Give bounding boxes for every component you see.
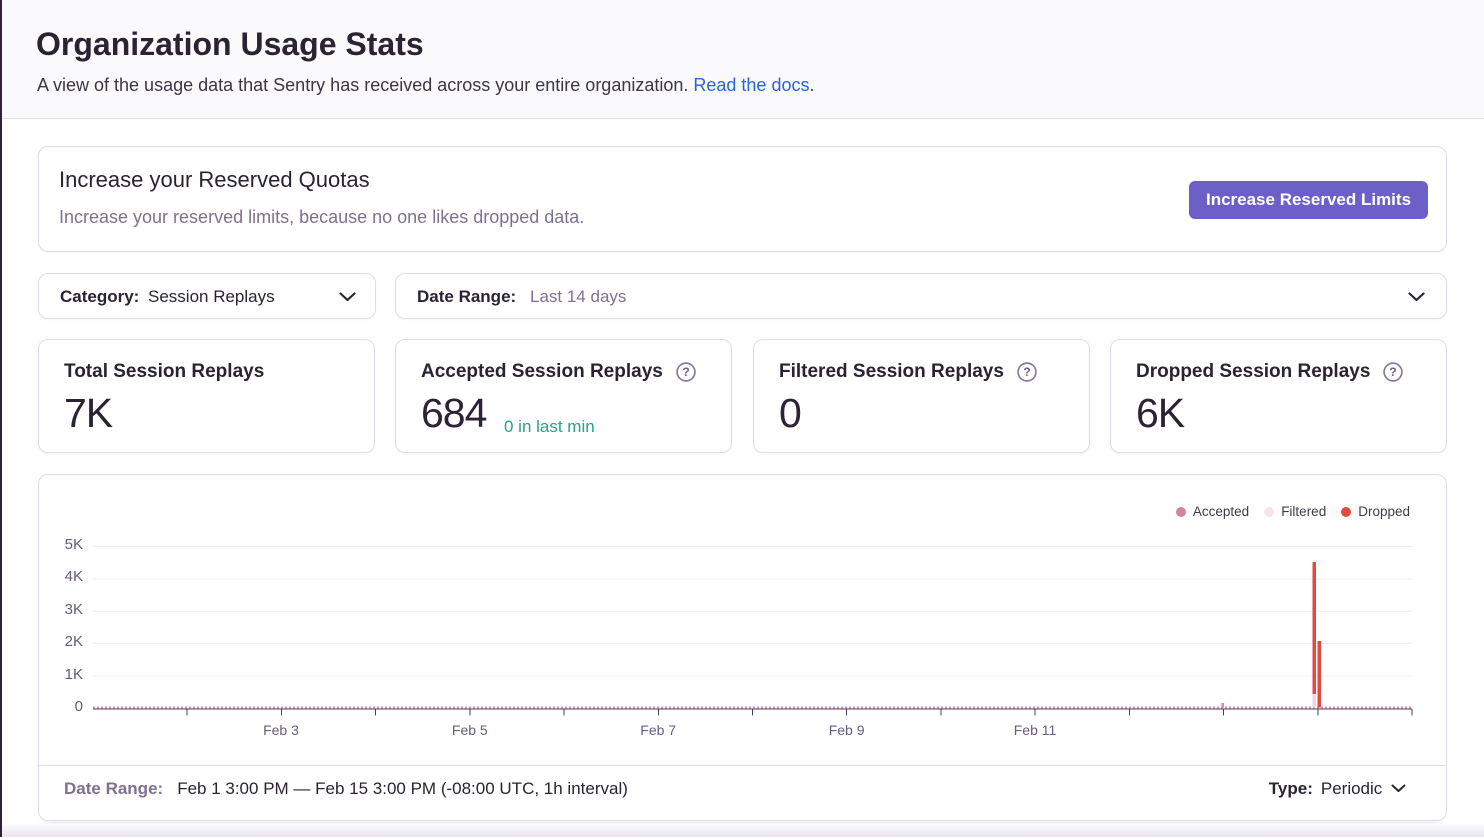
svg-text:?: ? — [1023, 365, 1030, 379]
svg-text:?: ? — [1390, 365, 1397, 379]
svg-text:?: ? — [682, 365, 689, 379]
